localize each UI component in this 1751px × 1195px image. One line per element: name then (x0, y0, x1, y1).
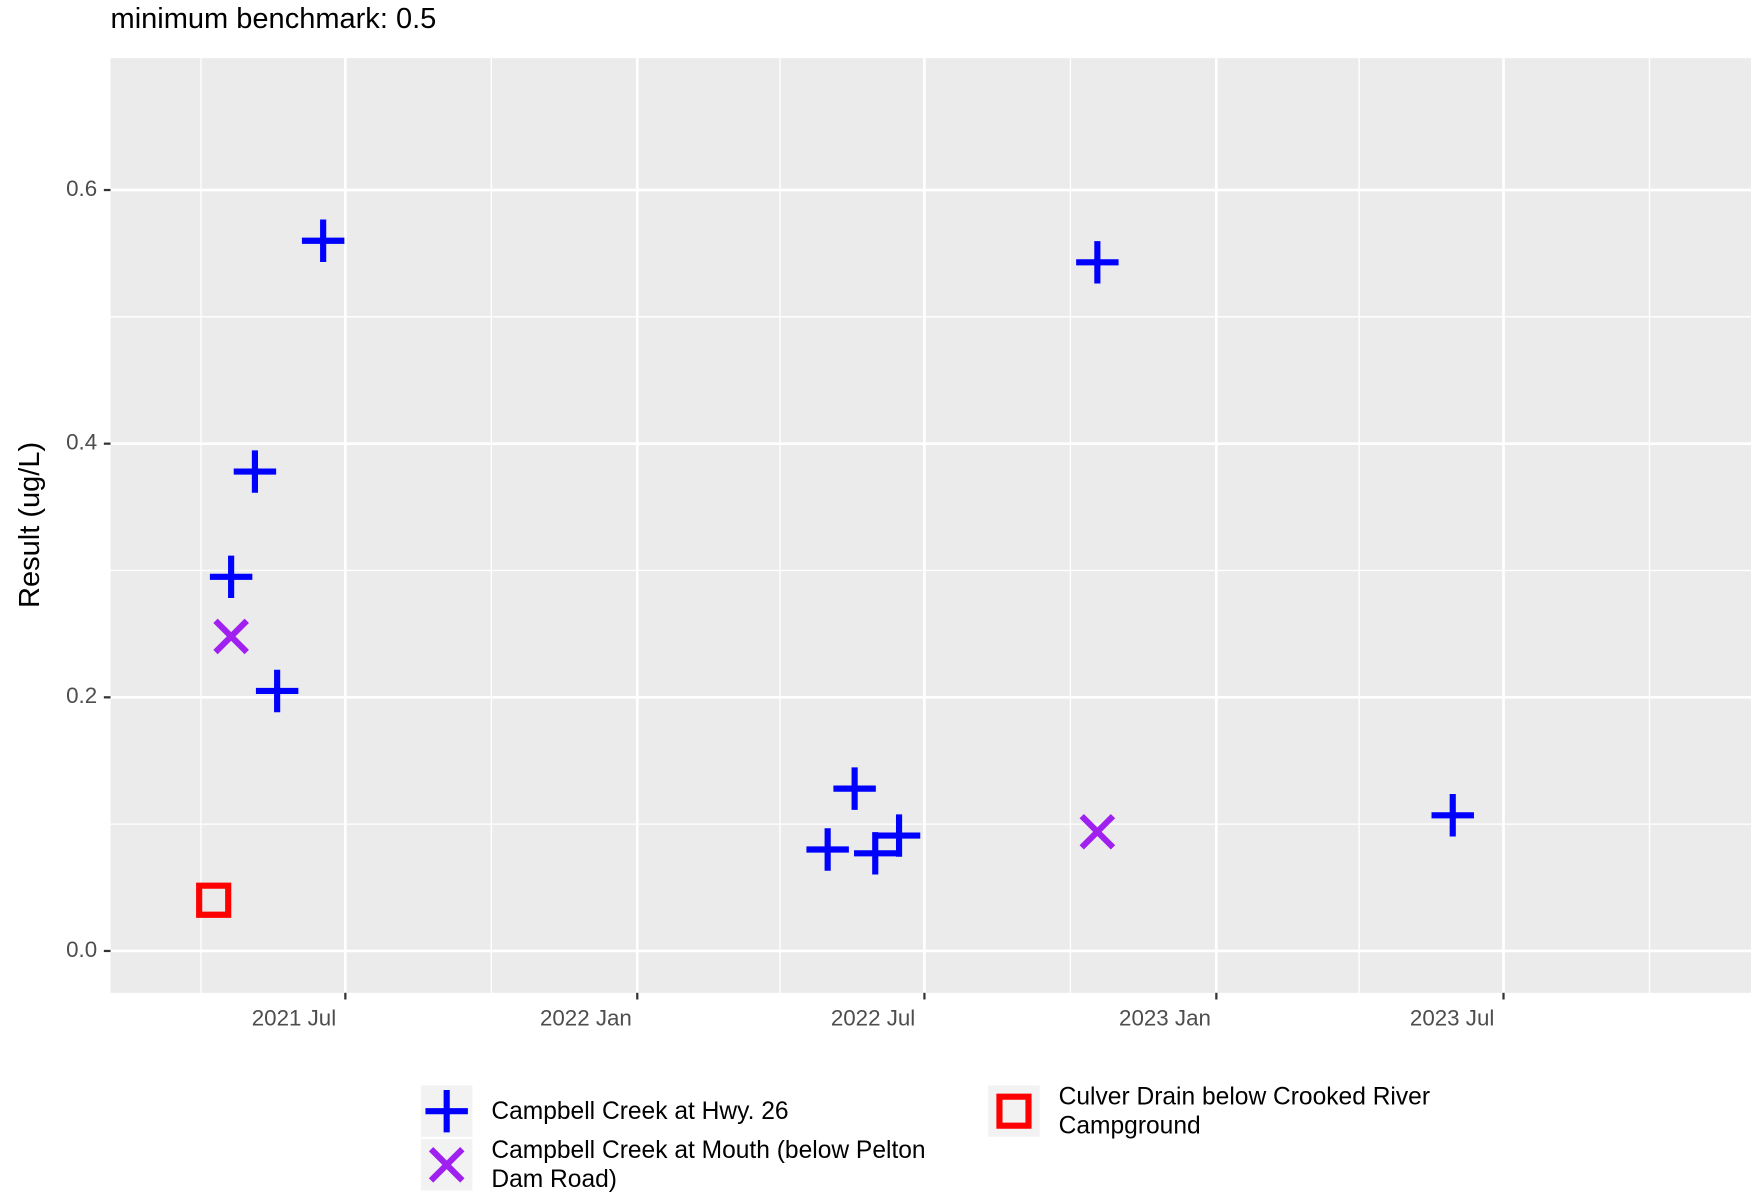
legend-symbol (428, 1146, 465, 1183)
y-tick-label: 0.0 (66, 937, 97, 962)
legend-label: Campbell Creek at Mouth (below Pelton Da… (491, 1135, 926, 1193)
legend-symbol (996, 1093, 1032, 1129)
x-tick-label: 2022 Jul (831, 1006, 915, 1031)
legend-label: Culver Drain below Crooked River Campgro… (1058, 1082, 1431, 1140)
legend: Campbell Creek at Hwy. 26 Campbell Creek … (420, 1082, 1431, 1193)
point (196, 882, 232, 918)
axes: 0.0 0.2 0.4 0.6 2021 Jul 2022 Jan 2022 Jul 2023… (66, 176, 1505, 1031)
point (877, 814, 921, 857)
point (255, 669, 299, 713)
point (833, 767, 876, 810)
legend-label-box: Campbell Creek at Mouth (below Pelton Da… (491, 1135, 926, 1193)
y-tick-label: 0.6 (66, 176, 97, 201)
x-tick-label: 2021 Jul (252, 1006, 336, 1031)
point (1079, 813, 1116, 850)
x-tick-label: 2023 Jan (1119, 1006, 1211, 1031)
point (301, 219, 345, 262)
point (233, 450, 277, 493)
point (1076, 241, 1119, 284)
grid (110, 58, 1751, 993)
panel (110, 58, 1751, 993)
point (806, 828, 849, 871)
point (213, 618, 249, 655)
point (209, 555, 253, 599)
y-tick-label: 0.4 (66, 430, 97, 455)
y-axis-label: Result (ug/L) (14, 442, 46, 608)
marks (196, 219, 1474, 918)
y-tick-label: 0.2 (66, 683, 97, 708)
legend-key (988, 1085, 1040, 1137)
point (1431, 794, 1474, 837)
chart-title: minimum benchmark: 0.5 (111, 3, 437, 35)
x-tick-label: 2022 Jan (540, 1006, 632, 1031)
legend-label-box: Culver Drain below Crooked River Campgro… (1058, 1082, 1431, 1140)
legend-symbol (425, 1089, 468, 1133)
legend-label: Campbell Creek at Hwy. 26 (491, 1096, 789, 1125)
point (854, 832, 897, 875)
legend-label-box: Campbell Creek at Hwy. 26 (491, 1096, 789, 1125)
x-tick-label: 2023 Jul (1410, 1006, 1494, 1031)
